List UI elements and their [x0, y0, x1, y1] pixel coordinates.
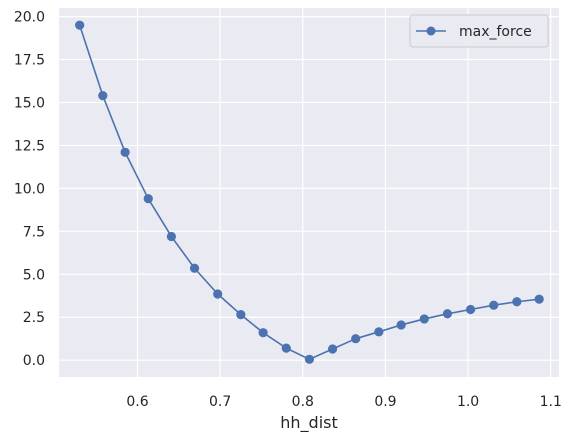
data-point	[258, 328, 268, 338]
y-tick-label: 12.5	[14, 138, 45, 154]
data-point	[442, 309, 453, 319]
data-point	[75, 20, 85, 30]
data-point	[281, 343, 291, 353]
y-tick-label: 17.5	[14, 53, 45, 69]
y-tick-label: 0.0	[23, 353, 45, 369]
x-tick-label: 1.1	[540, 394, 562, 410]
data-point	[534, 294, 544, 304]
data-point	[120, 147, 130, 157]
data-point	[489, 300, 499, 310]
data-point	[351, 334, 361, 344]
x-tick-label: 0.8	[292, 394, 314, 410]
plot-area-background	[59, 8, 559, 377]
legend-box	[409, 14, 549, 48]
y-tick-label: 2.5	[23, 310, 45, 326]
x-axis-label: hh_dist	[280, 413, 338, 433]
x-tick-label: 0.7	[209, 394, 231, 410]
data-point	[143, 194, 153, 204]
legend: max_force	[409, 14, 549, 48]
data-point	[236, 310, 246, 320]
data-point	[304, 354, 315, 364]
data-point	[189, 263, 200, 273]
x-tick-label: 0.6	[126, 394, 148, 410]
x-tick-label: 1.0	[457, 394, 479, 410]
legend-marker-swatch	[426, 26, 436, 36]
data-point	[512, 297, 522, 307]
data-point	[396, 320, 406, 330]
series-layer	[75, 20, 544, 364]
data-point	[465, 304, 476, 315]
x-tick-label: 0.9	[374, 394, 396, 410]
data-point	[213, 289, 223, 299]
data-point	[327, 344, 338, 354]
data-point	[374, 327, 384, 337]
y-tick-label: 20.0	[14, 10, 45, 26]
data-point	[419, 314, 429, 324]
y-tick-label: 5.0	[23, 267, 45, 283]
data-point	[98, 91, 108, 101]
y-tick-label: 7.5	[23, 224, 45, 240]
data-point	[166, 231, 176, 242]
legend-entry-max-force: max_force	[459, 24, 532, 40]
y-tick-label: 10.0	[14, 181, 45, 197]
tick-labels: 0.6 0.7 0.8 0.9 1.0 1.1 0.0 2.5 5.0 7.5 10.0 12.5 15…	[14, 10, 562, 410]
y-tick-label: 15.0	[14, 95, 45, 111]
